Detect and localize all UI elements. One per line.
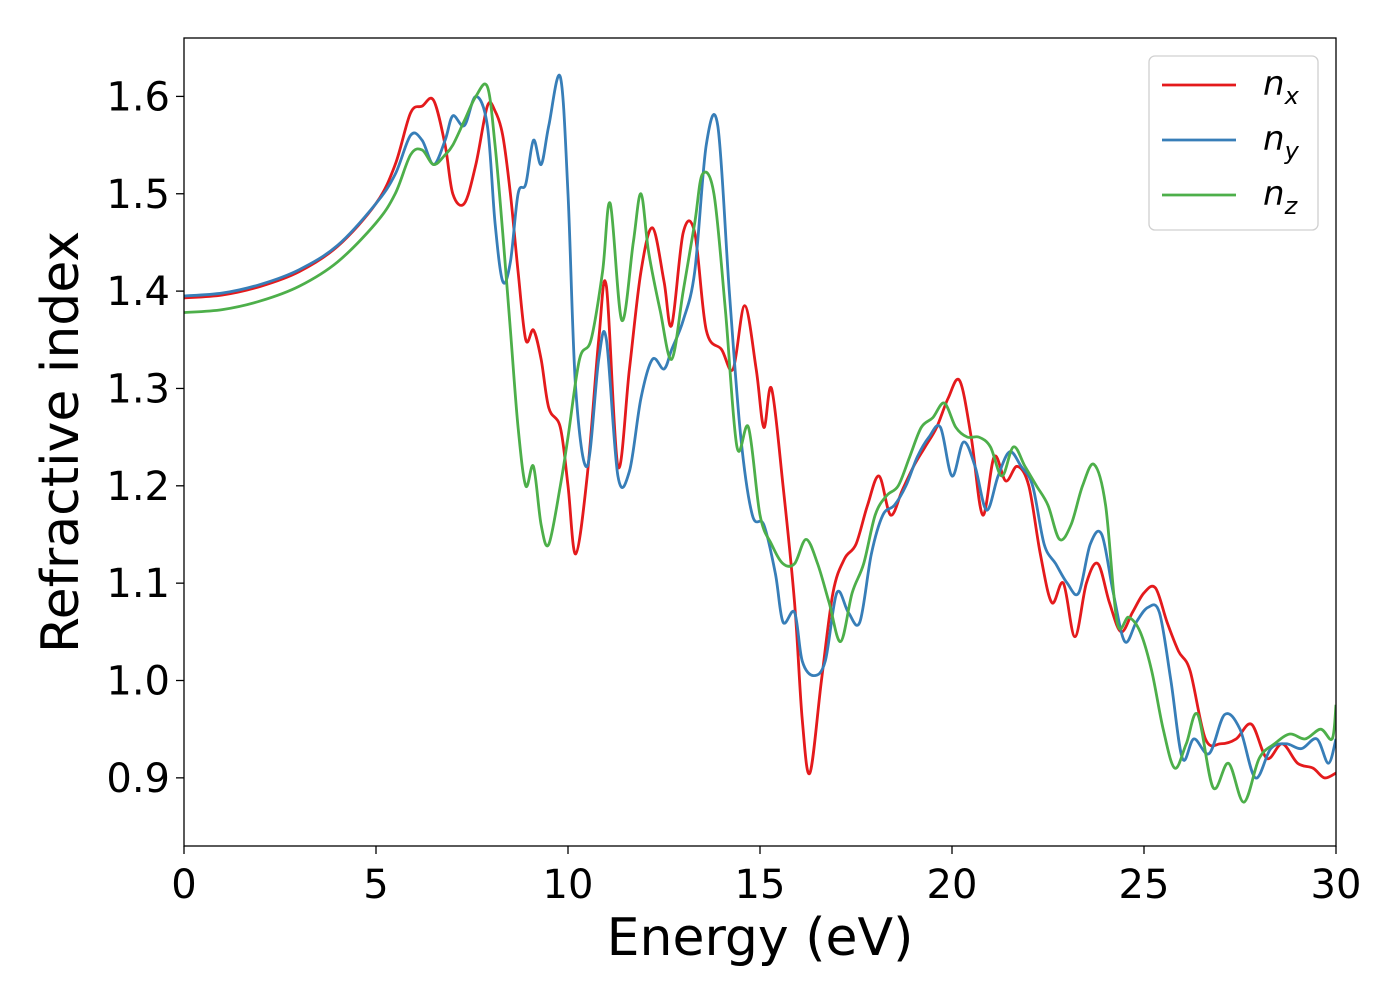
x-tick-label: 10 [543, 862, 594, 908]
legend-label-base: n [1263, 174, 1285, 214]
legend-label-base: n [1263, 119, 1285, 159]
x-tick-label: 25 [1119, 862, 1170, 908]
y-tick-label: 0.9 [106, 756, 170, 802]
legend-label-n-z: nz [1263, 174, 1299, 220]
y-tick-label: 1.6 [106, 74, 170, 120]
series-line-n-z [184, 82, 1336, 804]
x-axis-ticks: 0 5 10 15 20 25 30 [171, 846, 1361, 908]
y-tick-label: 1.2 [106, 464, 170, 510]
legend-box [1148, 55, 1319, 231]
series-layer [184, 73, 1336, 804]
x-tick-label: 30 [1311, 862, 1362, 908]
x-tick-label: 15 [735, 862, 786, 908]
legend-label-subscript: y [1284, 137, 1300, 165]
x-tick-label: 0 [171, 862, 196, 908]
y-axis-ticks: 0.9 1.0 1.1 1.2 1.3 1.4 1.5 1.6 [106, 74, 184, 802]
y-tick-label: 1.4 [106, 269, 170, 315]
y-tick-label: 1.0 [106, 659, 170, 705]
legend-label-n-y: ny [1263, 119, 1300, 165]
series-line-n-x [184, 96, 1336, 780]
x-tick-label: 20 [927, 862, 978, 908]
legend-label-n-x: nx [1263, 64, 1300, 110]
legend-label-base: n [1263, 64, 1285, 104]
y-tick-label: 1.3 [106, 366, 170, 412]
x-axis-label: Energy (eV) [607, 908, 914, 968]
y-tick-label: 1.5 [106, 172, 170, 218]
legend-label-subscript: x [1284, 82, 1300, 110]
series-line-n-y [184, 73, 1336, 780]
x-tick-label: 5 [363, 862, 388, 908]
legend-label-subscript: z [1284, 192, 1299, 220]
y-tick-label: 1.1 [106, 561, 170, 607]
y-axis-label: Refractive index [31, 231, 91, 653]
